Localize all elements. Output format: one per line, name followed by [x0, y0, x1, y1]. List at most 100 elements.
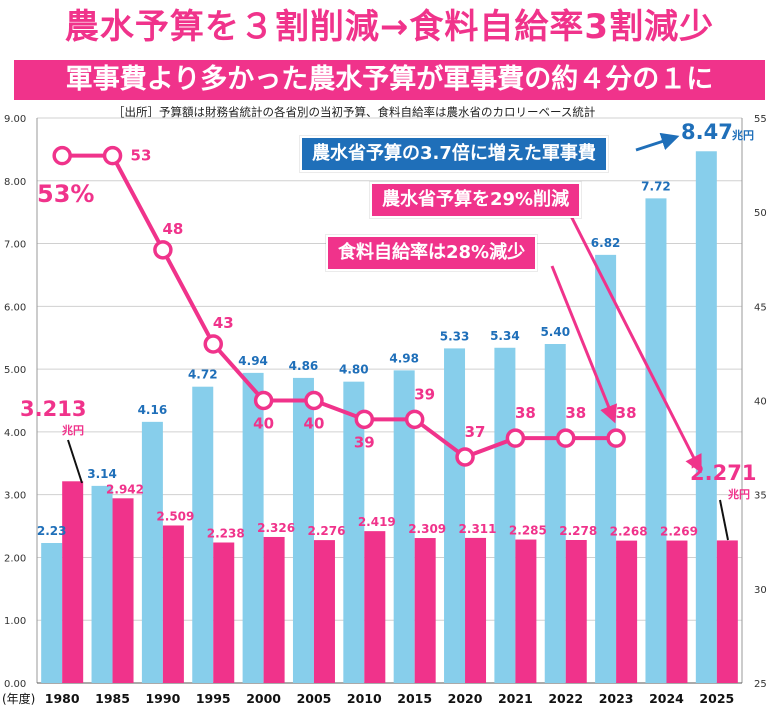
y2-tick-label: 40 [754, 397, 767, 408]
agri-bar [112, 498, 134, 683]
agri-value-label: 2.309 [408, 522, 446, 536]
agri-bar [515, 539, 537, 683]
agri-bar [666, 540, 688, 683]
military-value-label: 4.86 [289, 359, 319, 373]
agri-arrow [568, 213, 702, 474]
food-rate-point [455, 447, 475, 467]
y-tick-label: 8.00 [4, 177, 26, 188]
military-2025-unit: 兆円 [732, 128, 754, 142]
military-value-label: 4.94 [238, 354, 268, 368]
y-tick-label: 0.00 [4, 679, 26, 690]
x-tick-label: 2010 [347, 691, 382, 706]
food-rate-point [52, 145, 72, 166]
food-rate-label: 40 [253, 415, 274, 433]
agri-value-label: 2.326 [257, 521, 295, 535]
agri-bar [313, 540, 335, 683]
military-value-label: 5.40 [540, 325, 570, 339]
military-value-label: 4.72 [188, 368, 218, 382]
agri-callout: 農水省予算を29%削減 [370, 182, 582, 218]
y-tick-label: 4.00 [4, 428, 26, 439]
agri-1980-label: 3.213 [20, 397, 86, 421]
agri-bar [465, 537, 487, 683]
military-value-label: 5.34 [490, 329, 520, 343]
y2-tick-label: 35 [754, 491, 767, 502]
food-rate-label: 40 [304, 415, 325, 433]
chart-title: 農水予算を３割削減→食料自給率3割減少 [64, 7, 715, 47]
agri-bar [565, 539, 587, 683]
y2-tick-label: 45 [754, 302, 767, 313]
food-rate-label: 38 [616, 404, 637, 422]
agri-value-label: 2.238 [207, 527, 245, 541]
x-tick-label: 2020 [448, 691, 483, 706]
food-rate-point [102, 145, 123, 166]
agri-bar [62, 481, 84, 683]
agri-value-label: 2.509 [156, 509, 194, 523]
food-rate-point [606, 428, 626, 448]
agri-value-label: 2.278 [559, 524, 597, 538]
military-value-label: 4.80 [339, 363, 369, 377]
agri-2025-leader [719, 499, 729, 541]
x-tick-label: 1985 [95, 691, 130, 706]
military-bar [343, 381, 365, 683]
military-bar [141, 421, 163, 683]
food-rate-label: 53 [131, 147, 152, 165]
x-tick-label: 1995 [196, 691, 231, 706]
y-tick-label: 3.00 [4, 491, 26, 502]
agri-value-label: 2.268 [610, 525, 648, 539]
y2-tick-label: 25 [754, 679, 767, 690]
food-rate-point [404, 409, 425, 430]
x-tick-label: 2000 [246, 691, 281, 706]
food-arrow [550, 265, 617, 424]
military-callout: 農水省予算の3.7倍に増えた軍事費 [300, 136, 608, 172]
agri-2025-unit: 兆円 [728, 487, 750, 501]
food-rate-label: 39 [354, 433, 375, 451]
military-bar [393, 370, 415, 683]
x-tick-label: 2021 [498, 691, 533, 706]
military-bar [192, 386, 214, 683]
agri-value-label: 2.269 [660, 525, 698, 539]
military-bar [444, 348, 466, 683]
y-tick-label: 2.00 [4, 553, 26, 564]
military-value-label: 2.23 [37, 524, 67, 538]
food-rate-label: 43 [213, 314, 234, 332]
military-value-label: 4.98 [389, 351, 419, 365]
agri-bar [414, 538, 436, 683]
y-tick-label: 6.00 [4, 302, 26, 313]
y2-tick-label: 55 [754, 114, 767, 125]
x-tick-label: 2025 [699, 691, 734, 706]
military-value-label: 6.82 [591, 236, 621, 250]
agri-value-label: 2.942 [106, 482, 144, 496]
agri-bar [716, 540, 738, 683]
military-bar [41, 543, 63, 683]
source-note: ［出所］予算額は財務省統計の各省別の当初予算、食料自給率は農水省のカロリーベース… [113, 105, 596, 119]
y-tick-label: 7.00 [4, 240, 26, 251]
agri-bar [364, 531, 386, 683]
food-1980-label: 53% [37, 180, 94, 208]
x-axis-unit: (年度) [2, 691, 35, 706]
x-tick-label: 1990 [145, 691, 180, 706]
agri-bar [263, 536, 285, 683]
military-bar [595, 254, 617, 683]
agri-value-label: 2.419 [358, 515, 396, 529]
x-tick-label: 2022 [548, 691, 583, 706]
x-tick-label: 2005 [297, 691, 332, 706]
military-bar [91, 485, 113, 683]
subtitle-banner: 軍事費より多かった農水予算が軍事費の約４分の１に [14, 60, 765, 100]
agri-value-label: 2.311 [459, 522, 497, 536]
military-value-label: 5.33 [440, 329, 470, 343]
x-tick-label: 1980 [45, 691, 80, 706]
military-2025-label: 8.47 [681, 120, 733, 144]
agri-value-label: 2.276 [307, 524, 345, 538]
x-tick-label: 2015 [397, 691, 432, 706]
food-rate-label: 38 [515, 404, 536, 422]
food-rate-label: 48 [162, 220, 183, 238]
military-bar [242, 372, 264, 683]
agri-bar [213, 542, 235, 683]
food-rate-label: 38 [565, 404, 586, 422]
food-rate-point [304, 390, 324, 411]
agri-value-label: 2.285 [509, 524, 547, 538]
agri-1980-leader [67, 439, 83, 484]
military-bar [494, 347, 516, 683]
military-bar [645, 198, 667, 683]
y-tick-label: 1.00 [4, 616, 26, 627]
